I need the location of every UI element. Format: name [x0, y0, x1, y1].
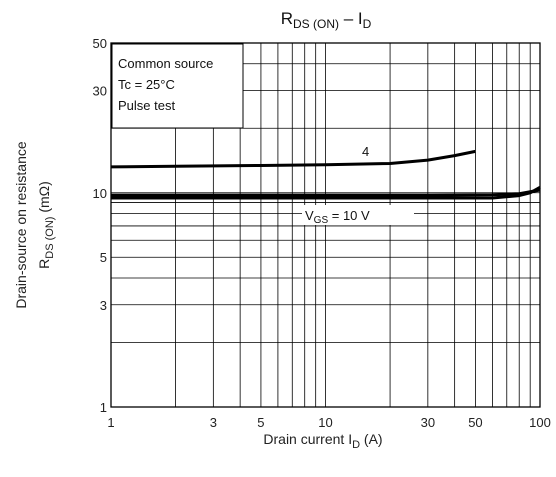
x-tick-label: 3 — [210, 415, 217, 430]
title-dash: – I — [339, 9, 363, 28]
series-label-4: 4 — [362, 144, 369, 159]
y-tick-label: 10 — [93, 186, 107, 201]
curves — [110, 149, 541, 200]
x-tick-labels: 1 3 5 10 30 50 100 — [107, 415, 550, 430]
x-tick-label: 1 — [107, 415, 114, 430]
vgs-label-bg — [302, 205, 414, 225]
plot-frame — [110, 42, 541, 408]
title-dash-sub: D — [363, 17, 372, 31]
x-tick-label: 100 — [529, 415, 551, 430]
series-label-vgs10: VGS = 10 V — [305, 208, 370, 226]
y-label-sub: DS (ON) — [44, 217, 56, 259]
vgs-v: V — [305, 208, 314, 223]
y-axis-label-line2: RDS (ON) (mΩ) — [36, 181, 56, 269]
series-line-0 — [110, 149, 476, 169]
y-label-unit: (mΩ) — [36, 181, 52, 216]
y-tick-label: 5 — [100, 250, 107, 265]
conditions-box — [111, 43, 244, 129]
x-tick-label: 50 — [468, 415, 482, 430]
condition-line: Pulse test — [118, 98, 175, 113]
chart-title: RDS (ON) – ID — [281, 9, 372, 31]
y-tick-labels: 1 3 5 10 30 50 — [93, 36, 107, 415]
series-line-2 — [111, 188, 541, 197]
title-main-sub: DS (ON) — [293, 17, 339, 31]
grid-lines — [111, 43, 540, 407]
y-tick-label: 1 — [100, 400, 107, 415]
condition-line: Common source — [118, 56, 213, 71]
x-tick-label: 10 — [318, 415, 332, 430]
x-tick-label: 30 — [421, 415, 435, 430]
y-tick-label: 30 — [93, 84, 107, 99]
x-tick-label: 5 — [257, 415, 264, 430]
vgs-rest: = 10 V — [328, 208, 370, 223]
x-label-text: Drain current I — [263, 431, 352, 447]
y-tick-label: 3 — [100, 298, 107, 313]
vgs-sub: GS — [314, 215, 329, 226]
x-label-sub: D — [352, 439, 360, 451]
y-tick-label: 50 — [93, 36, 107, 51]
x-axis-label: Drain current ID (A) — [263, 431, 382, 451]
title-main: R — [281, 9, 293, 28]
y-axis-label-line1: Drain-source on resistance — [13, 141, 29, 309]
y-label-text: R — [36, 259, 52, 269]
condition-line: Tc = 25°C — [118, 77, 175, 92]
x-label-unit: (A) — [360, 431, 383, 447]
